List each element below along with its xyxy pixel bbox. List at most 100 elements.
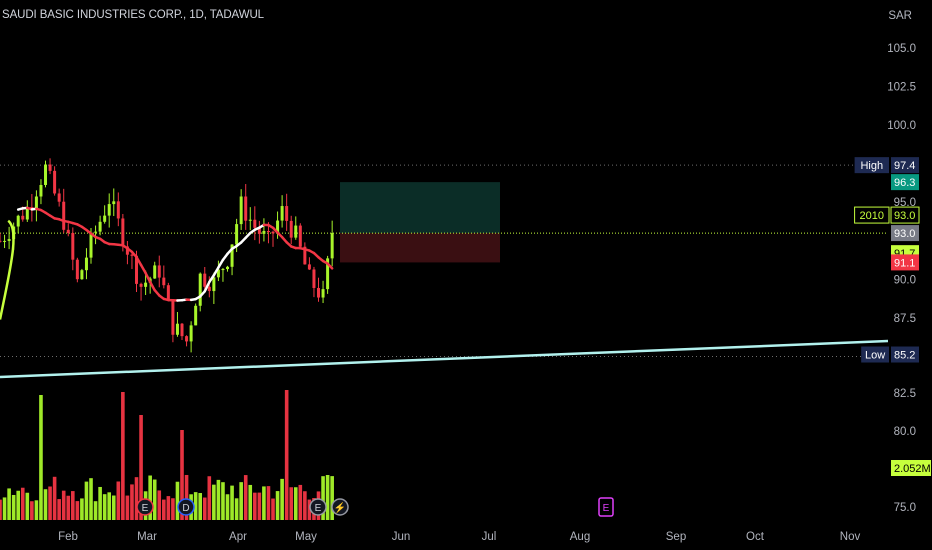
candle-body <box>262 230 266 234</box>
candle-body <box>3 240 7 242</box>
event-marker: ⚡ <box>331 498 349 516</box>
volume-bar <box>280 478 284 520</box>
y-tick-label: 82.5 <box>894 388 916 400</box>
event-marker-label: E <box>315 503 322 514</box>
candle-body <box>80 270 84 280</box>
y-tick-label: 80.0 <box>894 426 916 438</box>
volume-bar <box>34 500 39 520</box>
event-marker-label: ⚡ <box>334 501 346 514</box>
candle-body <box>317 287 321 298</box>
price-label-box <box>891 254 919 271</box>
candle-body <box>175 323 179 335</box>
volume-bar <box>298 484 303 520</box>
ma-segment <box>148 280 156 292</box>
volume-bar <box>130 484 134 520</box>
price-label-value: 93.0 <box>894 228 915 240</box>
volume-bars <box>0 390 334 520</box>
volume-bar <box>84 481 89 520</box>
volume-bar <box>180 430 184 520</box>
candle-body <box>216 269 220 278</box>
volume-bar <box>71 491 75 520</box>
ma-segment <box>208 274 216 284</box>
volume-bar <box>307 499 312 520</box>
volume-bar <box>171 498 175 520</box>
candle-body <box>248 219 252 221</box>
price-label-name: Low <box>865 350 885 362</box>
candle-body <box>276 220 280 234</box>
volume-bar <box>198 493 203 520</box>
event-marker-label: E <box>142 503 149 514</box>
y-tick-label: 102.5 <box>887 81 916 93</box>
candle-body <box>94 231 98 233</box>
volume-bar <box>16 490 21 520</box>
volume-bar <box>2 497 7 520</box>
y-tick-label: 75.0 <box>894 502 916 514</box>
ma-segment <box>144 271 152 284</box>
candle-body <box>39 184 43 197</box>
volume-bar <box>139 415 143 520</box>
target-zone <box>340 182 500 234</box>
volume-bar <box>303 491 307 520</box>
candle-body <box>53 170 57 194</box>
price-label-volume: 2.052M <box>891 460 931 476</box>
y-tick-label: 100.0 <box>887 120 916 132</box>
candle-body <box>180 323 184 337</box>
price-label-value: 2.052M <box>894 463 931 475</box>
volume-bar <box>293 487 298 520</box>
ma-segment <box>0 219 15 320</box>
candle-body <box>326 258 330 290</box>
x-tick-label: Jun <box>392 531 411 543</box>
trendline <box>0 339 889 379</box>
price-label-value: 91.1 <box>894 257 915 269</box>
price-label-box <box>891 346 919 363</box>
price-label-name: 2010 <box>860 210 884 222</box>
candle-body <box>294 225 298 238</box>
candle-body <box>280 206 284 221</box>
price-label-box <box>891 460 931 476</box>
candle-body <box>166 285 170 301</box>
volume-bar <box>234 498 239 520</box>
candle-body <box>271 231 275 234</box>
candle-body <box>312 269 316 288</box>
candle-body <box>116 201 120 219</box>
candle-body <box>321 289 325 298</box>
volume-bar <box>321 476 325 520</box>
candle-body <box>21 215 25 220</box>
earnings-marker-box <box>598 497 614 517</box>
candle-body <box>171 300 175 335</box>
volume-bar <box>7 488 11 520</box>
candle-body <box>185 336 189 342</box>
volume-bar <box>243 475 248 520</box>
candle-body <box>189 325 193 342</box>
candle-body <box>212 277 216 292</box>
event-marker: E <box>309 498 327 516</box>
candle-body <box>307 264 311 270</box>
candle-body <box>203 273 207 287</box>
candle-body <box>266 230 270 232</box>
volume-bar <box>20 487 25 520</box>
x-tick-label: May <box>295 531 317 543</box>
volume-bar <box>257 492 262 520</box>
volume-bar <box>262 486 266 520</box>
volume-bar <box>330 476 334 520</box>
volume-bar <box>52 476 57 520</box>
price-label-low: 85.2 Low <box>861 346 919 363</box>
candle-body <box>75 259 79 280</box>
volume-bar <box>207 476 212 520</box>
x-tick-label: Jul <box>482 531 497 543</box>
volume-bar <box>25 492 30 520</box>
price-label-stop: 91.1 <box>891 254 919 271</box>
candle-body <box>98 221 102 232</box>
volume-bar <box>121 392 125 520</box>
volume-bar <box>202 497 207 520</box>
volume-bar <box>134 477 139 520</box>
price-label-ma: 93.0 2010 <box>854 206 920 224</box>
candle-body <box>30 207 34 209</box>
candle-body <box>121 218 125 247</box>
event-marker-circle <box>136 498 154 516</box>
candle-body <box>289 220 293 238</box>
candle-body <box>253 219 257 228</box>
candle-body <box>244 196 248 221</box>
event-marker: E <box>598 497 614 517</box>
